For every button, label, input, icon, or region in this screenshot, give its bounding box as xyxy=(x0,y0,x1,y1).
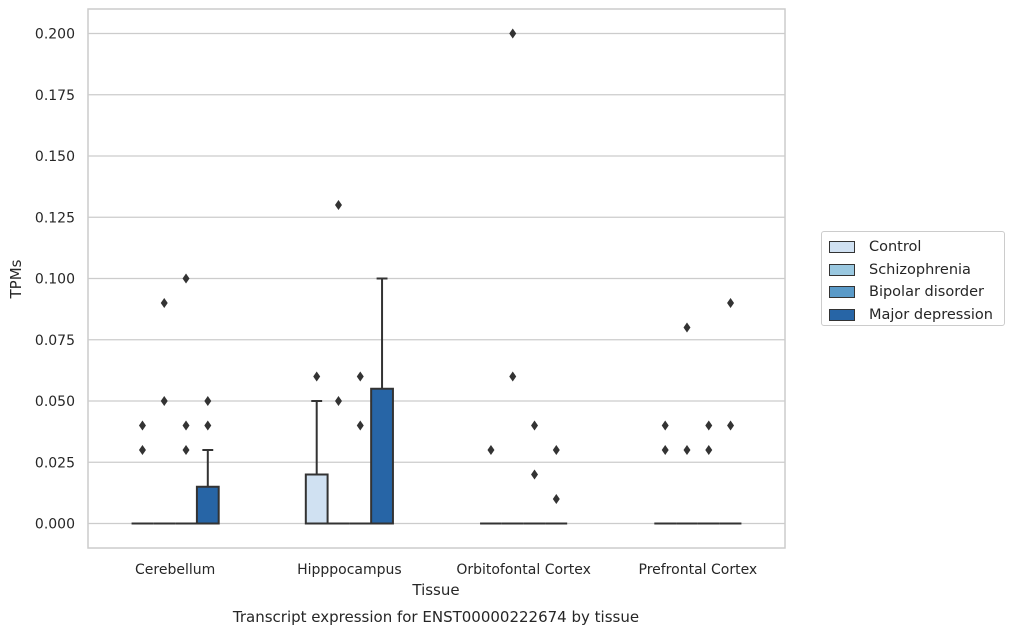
y-tick-label: 0.150 xyxy=(35,149,75,165)
outlier-point xyxy=(531,420,539,431)
x-tick-label: Cerebellum xyxy=(135,562,215,578)
x-axis-label: Tissue xyxy=(411,581,459,599)
legend-label: Bipolar disorder xyxy=(869,284,984,301)
outlier-point xyxy=(356,420,364,431)
gridlines xyxy=(88,32,785,525)
y-tick-label: 0.025 xyxy=(35,455,75,471)
outlier-point xyxy=(487,445,495,455)
legend-item: Control xyxy=(829,236,1004,259)
x-tick-label: Orbitofontal Cortex xyxy=(456,562,591,578)
y-tick-label: 0.175 xyxy=(35,88,75,104)
outlier-point xyxy=(204,420,212,431)
outlier-point xyxy=(727,298,735,308)
box-layer xyxy=(131,277,742,525)
outlier-point xyxy=(334,200,342,210)
outlier-point xyxy=(138,420,146,431)
legend-label: Schizophrenia xyxy=(869,261,971,278)
legend-item: Bipolar disorder xyxy=(829,281,1004,304)
outlier-point xyxy=(160,298,168,308)
legend-swatch xyxy=(829,308,855,321)
legend-label: Control xyxy=(869,239,922,256)
chart-title: Transcript expression for ENST0000022267… xyxy=(232,608,639,626)
outlier-point xyxy=(313,371,321,382)
outlier-point xyxy=(204,396,212,406)
box-control xyxy=(304,400,329,525)
box-body xyxy=(370,387,394,525)
x-tick-label: Prefrontal Cortex xyxy=(639,562,758,578)
outlier-point xyxy=(661,445,669,455)
y-tick-label: 0.100 xyxy=(35,272,75,288)
y-axis-label: TPMs xyxy=(7,259,25,299)
outlier-point xyxy=(334,396,342,406)
y-tick-label: 0.050 xyxy=(35,394,75,410)
outlier-point xyxy=(552,494,560,504)
outlier-point xyxy=(182,273,190,284)
outlier-point xyxy=(661,420,669,431)
legend-item: Major depression xyxy=(829,304,1004,327)
legend-swatch xyxy=(829,286,855,299)
box-body xyxy=(304,473,329,525)
y-tick-label: 0.125 xyxy=(35,210,75,226)
outlier-point xyxy=(727,420,735,431)
outlier-point xyxy=(182,445,190,455)
y-tick-labels: 0.000 0.025 0.050 0.075 0.100 0.125 0.150 0.175… xyxy=(35,27,75,533)
outlier-point xyxy=(552,445,560,455)
outlier-point xyxy=(509,371,517,382)
outlier-point xyxy=(705,445,713,455)
outlier-point xyxy=(531,469,539,480)
box-body xyxy=(195,485,220,525)
x-tick-labels: Cerebellum Hipppocampus Orbitofontal Corte… xyxy=(135,562,757,578)
legend-item: Schizophrenia xyxy=(829,259,1004,282)
x-tick-label: Hipppocampus xyxy=(297,562,402,578)
outlier-point xyxy=(356,371,364,382)
legend-label: Major depression xyxy=(869,306,993,323)
outlier-point xyxy=(160,396,168,406)
outlier-point xyxy=(138,445,146,455)
plot-frame xyxy=(87,8,786,549)
outlier-layer xyxy=(138,28,735,504)
y-tick-label: 0.075 xyxy=(35,333,75,349)
legend-swatch xyxy=(829,241,855,254)
outlier-point xyxy=(705,420,713,431)
box-major-depression xyxy=(195,449,220,525)
outlier-point xyxy=(683,445,691,455)
outlier-point xyxy=(683,322,691,333)
box-major-depression xyxy=(370,277,394,525)
legend-swatch xyxy=(829,263,855,276)
outlier-point xyxy=(182,420,190,431)
y-tick-label: 0.200 xyxy=(35,27,75,43)
y-tick-label: 0.000 xyxy=(35,517,75,533)
legend: Control Schizophrenia Bipolar disorder Majo… xyxy=(821,231,1005,326)
outlier-point xyxy=(509,28,517,39)
